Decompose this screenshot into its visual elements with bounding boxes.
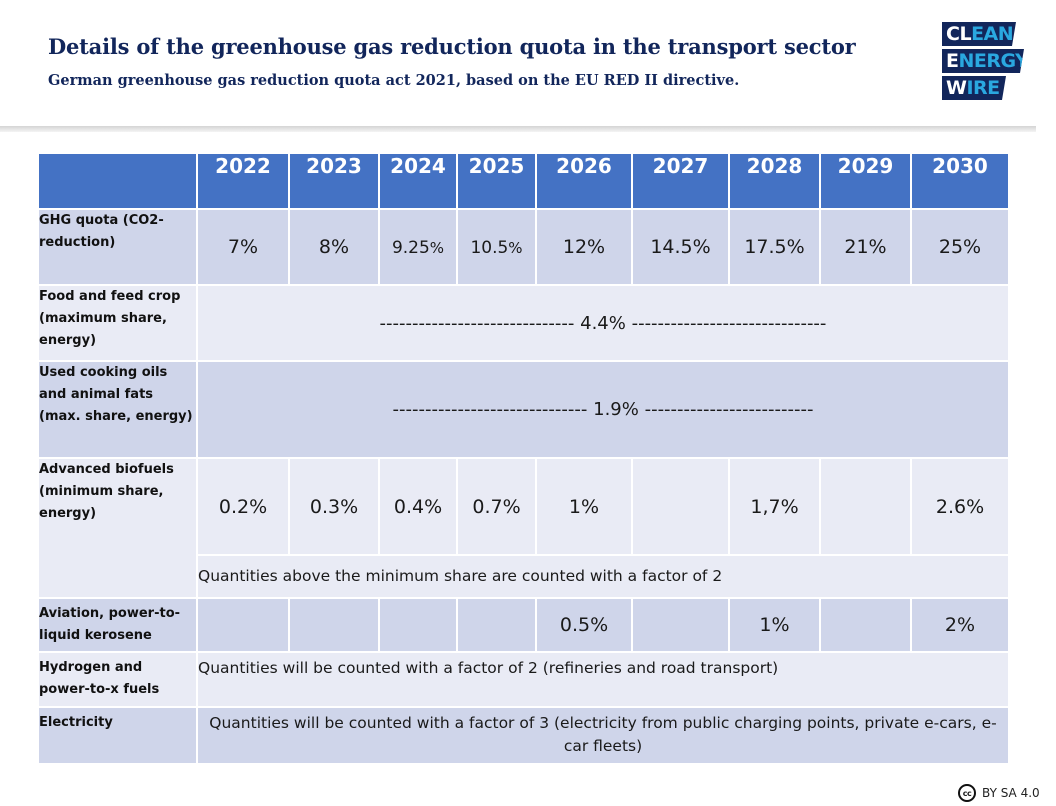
ghg-cell: 12%	[535, 208, 633, 286]
table-row-aviation: Aviation, power-to-liquid kerosene 0.5% …	[37, 597, 1010, 653]
value-text: 12%	[562, 236, 606, 258]
advanced-cell: 0.3%	[288, 457, 380, 556]
value-text: 9.25	[391, 238, 430, 258]
logo-text-blue: NERGY	[958, 50, 1029, 72]
row-label: Electricity	[37, 706, 198, 765]
value-text: 21%	[844, 236, 887, 258]
row-label: Used cooking oils and animal fats (max. …	[37, 360, 198, 459]
year-header: 2027	[631, 152, 730, 210]
ghg-cell: 14.5%	[631, 208, 730, 286]
year-header: 2022	[196, 152, 290, 210]
cc-icon: cc	[958, 784, 976, 802]
electricity-note: Quantities will be counted with a factor…	[196, 706, 1010, 765]
row-label: GHG quota (CO2-reduction)	[37, 208, 198, 286]
ghg-cell: 8%	[288, 208, 380, 286]
advanced-cell: 0.4%	[378, 457, 458, 556]
year-header: 2025	[456, 152, 537, 210]
advanced-cell	[631, 457, 730, 556]
cooking-oils-share: ------------------------------ 1.9% ----…	[196, 360, 1010, 459]
ghg-cell: 9.25%	[378, 208, 458, 286]
quota-table: 2022 2023 2024 2025 2026 2027 2028 2029 …	[37, 152, 1010, 765]
table-row-advanced-biofuels: Advanced biofuels (minimum share, energy…	[37, 457, 1010, 599]
aviation-cell	[378, 597, 458, 653]
clean-energy-wire-logo: CLEAN ENERGY WIRE	[942, 22, 1024, 103]
ghg-cell: 17.5%	[728, 208, 821, 286]
page-title: Details of the greenhouse gas reduction …	[48, 34, 856, 59]
advanced-cell: 2.6%	[910, 457, 1010, 556]
table-row-cooking-oils: Used cooking oils and animal fats (max. …	[37, 360, 1010, 459]
unit-text: %	[508, 239, 523, 257]
advanced-cell: 0.7%	[456, 457, 537, 556]
unit-text: %	[429, 239, 445, 257]
value-text: 17.5%	[744, 236, 805, 258]
aviation-cell	[631, 597, 730, 653]
header-shadow	[0, 126, 1036, 132]
row-label: Hydrogen and power-to-x fuels	[37, 651, 198, 708]
year-header: 2024	[378, 152, 458, 210]
advanced-cell	[819, 457, 912, 556]
year-header: 2026	[535, 152, 633, 210]
value-text: 25%	[938, 236, 982, 258]
year-header: 2023	[288, 152, 380, 210]
value-text: 14.5%	[650, 236, 711, 258]
table-row-hydrogen: Hydrogen and power-to-x fuels Quantities…	[37, 651, 1010, 708]
year-header: 2029	[819, 152, 912, 210]
license-badge: cc BY SA 4.0	[958, 784, 1040, 802]
aviation-cell	[819, 597, 912, 653]
logo-text-blue: EAN	[971, 23, 1014, 45]
logo-text-white: W	[946, 77, 967, 99]
ghg-cell: 7%	[196, 208, 290, 286]
advanced-cell: 1%	[535, 457, 633, 556]
header-band	[0, 0, 1056, 130]
row-label: Aviation, power-to-liquid kerosene	[37, 597, 198, 653]
value-text: 10.5	[470, 238, 509, 258]
license-text: BY SA 4.0	[982, 786, 1040, 800]
table-row-advanced-note: Quantities above the minimum share are c…	[38, 554, 1010, 599]
hydrogen-note: Quantities will be counted with a factor…	[196, 651, 1010, 708]
aviation-cell	[456, 597, 537, 653]
ghg-cell: 10.5%	[456, 208, 537, 286]
ghg-cell: 25%	[910, 208, 1010, 286]
value-text: 8%	[318, 236, 350, 258]
ghg-cell: 21%	[819, 208, 912, 286]
year-header: 2028	[728, 152, 821, 210]
advanced-cell: 1,7%	[728, 457, 821, 556]
aviation-cell	[288, 597, 380, 653]
value-text: 7%	[227, 236, 259, 258]
aviation-cell: 2%	[910, 597, 1010, 653]
logo-line-clean: CLEAN	[942, 22, 1016, 46]
aviation-cell: 0.5%	[535, 597, 633, 653]
table-row-food-feed-crop: Food and feed crop (maximum share, energ…	[37, 284, 1010, 362]
header-corner-cell	[37, 152, 198, 210]
logo-text-white: CL	[946, 23, 972, 45]
aviation-cell	[196, 597, 290, 653]
logo-line-energy: ENERGY	[942, 49, 1024, 73]
logo-text-white: E	[946, 50, 959, 72]
logo-line-wire: WIRE	[942, 76, 1006, 100]
food-crop-share: ------------------------------ 4.4% ----…	[196, 284, 1010, 362]
row-label: Food and feed crop (maximum share, energ…	[37, 284, 198, 362]
advanced-biofuels-note: Quantities above the minimum share are c…	[196, 554, 1010, 599]
page-subtitle: German greenhouse gas reduction quota ac…	[48, 72, 740, 89]
row-label: Advanced biofuels (minimum share, energy…	[37, 457, 198, 599]
table-row-electricity: Electricity Quantities will be counted w…	[37, 706, 1010, 765]
advanced-cell: 0.2%	[196, 457, 290, 556]
aviation-cell: 1%	[728, 597, 821, 653]
table-header-row: 2022 2023 2024 2025 2026 2027 2028 2029 …	[37, 152, 1010, 210]
logo-text-blue: IRE	[966, 77, 1000, 99]
table-row-ghg-quota: GHG quota (CO2-reduction) 7% 8% 9.25% 10…	[37, 208, 1010, 286]
year-header: 2030	[910, 152, 1010, 210]
